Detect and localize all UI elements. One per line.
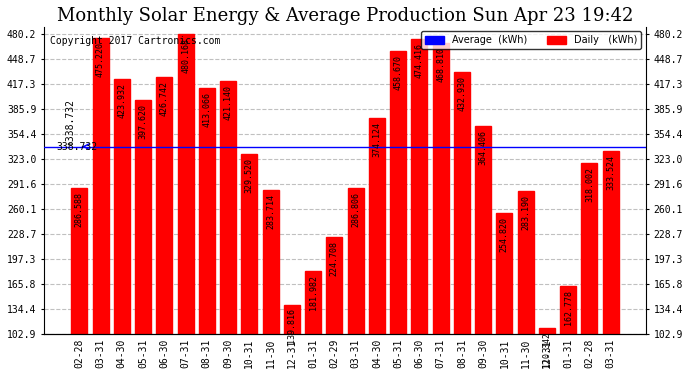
Text: 426.742: 426.742 bbox=[160, 81, 169, 116]
Bar bbox=[326, 237, 342, 375]
Text: 413.066: 413.066 bbox=[202, 92, 211, 126]
Text: 475.220: 475.220 bbox=[96, 42, 105, 77]
Text: 338.732: 338.732 bbox=[56, 142, 97, 152]
Bar bbox=[603, 151, 619, 375]
Bar bbox=[539, 328, 555, 375]
Bar bbox=[263, 190, 279, 375]
Bar bbox=[135, 100, 151, 375]
Bar bbox=[284, 304, 300, 375]
Bar bbox=[348, 188, 364, 375]
Bar bbox=[241, 154, 257, 375]
Text: 162.778: 162.778 bbox=[564, 290, 573, 325]
Bar bbox=[369, 118, 385, 375]
Text: 474.416: 474.416 bbox=[415, 43, 424, 78]
Text: 374.124: 374.124 bbox=[373, 123, 382, 158]
Text: 432.930: 432.930 bbox=[457, 76, 466, 111]
Bar bbox=[220, 81, 236, 375]
Text: 286.806: 286.806 bbox=[351, 192, 360, 227]
Text: 110.342: 110.342 bbox=[542, 332, 551, 367]
Bar bbox=[92, 38, 108, 375]
Bar bbox=[433, 44, 448, 375]
Text: 458.670: 458.670 bbox=[393, 56, 403, 90]
Text: 139.816: 139.816 bbox=[287, 309, 297, 344]
Title: Monthly Solar Energy & Average Production Sun Apr 23 19:42: Monthly Solar Energy & Average Productio… bbox=[57, 7, 633, 25]
Text: 423.932: 423.932 bbox=[117, 83, 126, 118]
Bar bbox=[199, 88, 215, 375]
Text: 480.168: 480.168 bbox=[181, 38, 190, 73]
Text: 468.810: 468.810 bbox=[436, 47, 445, 82]
Text: 283.190: 283.190 bbox=[521, 195, 530, 230]
Text: Copyright 2017 Cartronics.com: Copyright 2017 Cartronics.com bbox=[50, 36, 220, 46]
Text: 318.002: 318.002 bbox=[585, 167, 594, 202]
Bar bbox=[177, 34, 194, 375]
Text: 421.140: 421.140 bbox=[224, 85, 233, 120]
Text: 181.982: 181.982 bbox=[308, 275, 317, 310]
Bar bbox=[411, 39, 427, 375]
Text: 286.588: 286.588 bbox=[75, 192, 83, 227]
Bar bbox=[582, 163, 598, 375]
Text: 364.406: 364.406 bbox=[479, 130, 488, 165]
Legend: Average  (kWh), Daily   (kWh): Average (kWh), Daily (kWh) bbox=[421, 32, 641, 49]
Text: ↑338.732: ↑338.732 bbox=[64, 98, 75, 145]
Bar bbox=[305, 271, 321, 375]
Bar bbox=[114, 79, 130, 375]
Bar bbox=[518, 190, 533, 375]
Text: 333.524: 333.524 bbox=[607, 155, 615, 190]
Bar bbox=[390, 51, 406, 375]
Text: 329.520: 329.520 bbox=[245, 158, 254, 193]
Bar bbox=[496, 213, 513, 375]
Bar bbox=[560, 286, 576, 375]
Text: 397.620: 397.620 bbox=[139, 104, 148, 139]
Bar bbox=[475, 126, 491, 375]
Text: 224.708: 224.708 bbox=[330, 241, 339, 276]
Bar bbox=[71, 188, 87, 375]
Text: 283.714: 283.714 bbox=[266, 194, 275, 229]
Text: 254.820: 254.820 bbox=[500, 217, 509, 252]
Bar bbox=[454, 72, 470, 375]
Bar bbox=[157, 77, 172, 375]
